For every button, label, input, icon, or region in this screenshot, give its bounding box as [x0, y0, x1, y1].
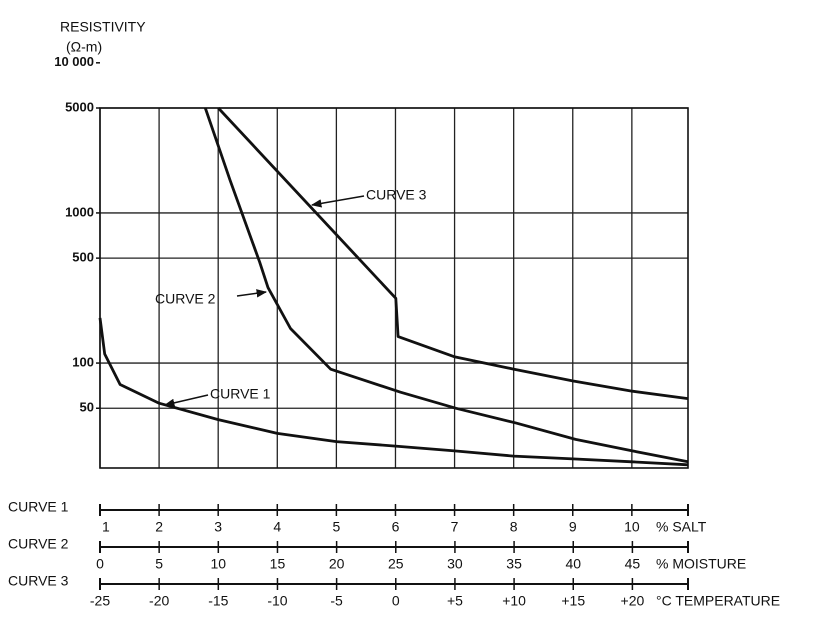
x-tick-label: 5 — [155, 556, 163, 572]
x-tick-label: 5 — [332, 519, 340, 535]
x-axis-label: °C TEMPERATURE — [656, 593, 780, 609]
axis-row-label: CURVE 3 — [8, 573, 69, 589]
x-tick-label: -15 — [208, 593, 228, 609]
annotation-arrow — [237, 292, 266, 296]
curve-label: CURVE 2 — [155, 291, 216, 307]
x-tick-label: 1 — [102, 519, 110, 535]
y-tick-label: 10 000 — [54, 54, 94, 69]
x-tick-label: 0 — [96, 556, 104, 572]
x-tick-label: 15 — [270, 556, 286, 572]
annotation-arrow — [312, 196, 364, 205]
y-axis-label: RESISTIVITY — [60, 19, 146, 35]
x-tick-label: +20 — [621, 593, 645, 609]
x-tick-label: 35 — [506, 556, 522, 572]
y-tick-label: 5000 — [65, 99, 94, 114]
x-tick-label: 45 — [625, 556, 641, 572]
x-tick-label: 4 — [273, 519, 281, 535]
x-tick-label: +15 — [561, 593, 585, 609]
x-tick-label: 2 — [155, 519, 163, 535]
x-tick-label: 10 — [624, 519, 640, 535]
x-tick-label: 3 — [214, 519, 222, 535]
x-tick-label: +5 — [447, 593, 463, 609]
y-tick-label: 1000 — [65, 204, 94, 219]
chart: RESISTIVITY (Ω-m) 10 0005000100050010050… — [0, 0, 819, 618]
x-axis-label: % SALT — [656, 519, 707, 535]
x-tick-label: 25 — [388, 556, 404, 572]
x-tick-label: 0 — [392, 593, 400, 609]
x-tick-label: 40 — [565, 556, 581, 572]
annotation-arrow — [165, 395, 208, 405]
x-tick-label: -5 — [330, 593, 343, 609]
axis-row-label: CURVE 2 — [8, 536, 69, 552]
y-tick-label: 100 — [72, 355, 94, 370]
x-tick-label: 30 — [447, 556, 463, 572]
x-tick-label: 20 — [329, 556, 345, 572]
plot-frame — [100, 108, 688, 468]
axis-row-label: CURVE 1 — [8, 499, 69, 515]
y-tick-label: 500 — [72, 250, 94, 265]
x-tick-label: -20 — [149, 593, 169, 609]
x-tick-label: -25 — [90, 593, 110, 609]
x-tick-label: 6 — [392, 519, 400, 535]
x-tick-label: 7 — [451, 519, 459, 535]
x-tick-label: -10 — [267, 593, 287, 609]
x-tick-label: +10 — [502, 593, 526, 609]
x-axis-label: % MOISTURE — [656, 556, 746, 572]
y-axis-unit: (Ω-m) — [66, 39, 102, 55]
x-tick-label: 9 — [569, 519, 577, 535]
curve — [218, 108, 688, 399]
y-tick-label: 50 — [80, 400, 94, 415]
x-tick-label: 8 — [510, 519, 518, 535]
curve-label: CURVE 3 — [366, 187, 427, 203]
x-tick-label: 10 — [211, 556, 227, 572]
curve-label: CURVE 1 — [210, 386, 271, 402]
